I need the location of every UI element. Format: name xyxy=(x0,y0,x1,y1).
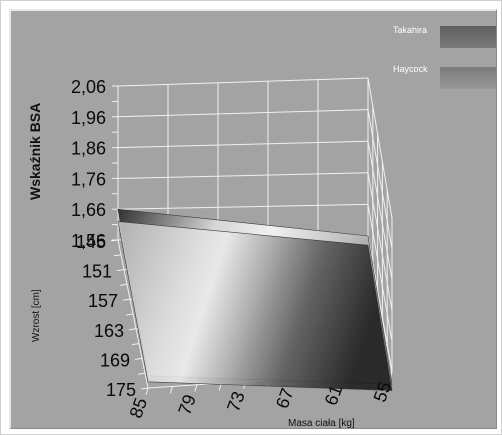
y-tick-label: 163 xyxy=(94,321,124,341)
side-grid-line xyxy=(367,109,393,249)
y-tick-mark xyxy=(110,239,119,242)
y-tick-label: 145 xyxy=(76,232,106,252)
z-tick-label: 1,86 xyxy=(71,139,106,159)
y-tick-mark xyxy=(140,387,149,390)
y-tick-label: 169 xyxy=(100,350,130,370)
legend: Takahira Haycock xyxy=(393,25,496,89)
x-axis-title: Masa ciała [kg] xyxy=(288,418,355,429)
floor-grid-line xyxy=(367,235,393,373)
z-axis-title: Wskaźnik BSA xyxy=(27,103,43,200)
y-tick-mark xyxy=(122,298,131,301)
legend-swatch-takahira xyxy=(440,26,496,48)
z-tick-label: 1,96 xyxy=(71,108,106,128)
y-tick-mark xyxy=(128,328,137,331)
back-grid-line xyxy=(117,203,369,210)
legend-label-haycock: Haycock xyxy=(393,64,428,74)
x-tick-label: 73 xyxy=(223,389,249,415)
y-tick-mark xyxy=(134,357,143,360)
z-tick-label: 1,56 xyxy=(71,231,106,251)
y-axis-title: Wzrost [cm] xyxy=(31,289,42,342)
back-grid-line xyxy=(117,172,369,179)
back-grid-line xyxy=(117,77,369,87)
y-tick-label: 151 xyxy=(82,262,112,282)
y-tick-labels: 145 151 157 163 169 175 xyxy=(76,232,136,400)
z-tick-labels: 2,06 1,96 1,86 1,76 1,66 1,56 xyxy=(71,77,106,251)
z-tick-label: 1,66 xyxy=(71,200,106,220)
x-tick-mark xyxy=(145,387,149,396)
x-tick-mark xyxy=(194,384,198,392)
x-tick-label: 67 xyxy=(272,386,298,412)
side-grid-line xyxy=(367,141,393,280)
y-tick-label: 157 xyxy=(88,291,118,311)
side-grid-line xyxy=(367,77,393,219)
y-tick-mark xyxy=(116,269,125,272)
x-tick-mark xyxy=(169,386,173,394)
surfaces xyxy=(117,208,393,391)
legend-swatch-haycock xyxy=(440,67,496,89)
y-tick-label: 175 xyxy=(106,380,136,400)
side-grid-line xyxy=(367,204,393,342)
legend-label-takahira: Takahira xyxy=(393,25,427,35)
back-grid-line xyxy=(117,109,369,118)
surface-haycock xyxy=(117,221,393,391)
y-tick-mark xyxy=(119,283,128,286)
z-tick-label: 2,06 xyxy=(71,77,106,97)
back-grid-line xyxy=(117,140,369,149)
y-tick-mark xyxy=(137,372,146,375)
side-grid-line xyxy=(367,172,393,311)
x-tick-label: 79 xyxy=(174,392,200,418)
z-tick-label: 1,76 xyxy=(71,169,106,189)
y-tick-mark xyxy=(113,254,122,257)
grid-side-wall xyxy=(367,77,393,373)
y-tick-mark xyxy=(131,343,140,346)
y-tick-mark xyxy=(125,313,134,316)
